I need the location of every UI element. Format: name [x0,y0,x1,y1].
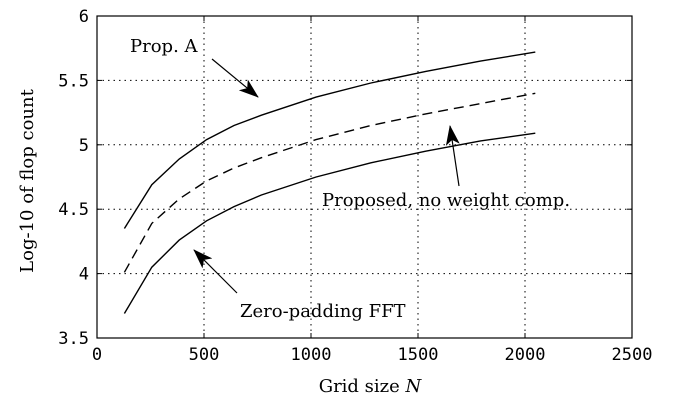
x-axis-variable: N [405,376,423,397]
x-tick-label-2: 1000 [291,345,332,365]
tick-marks [96,15,633,339]
grid-lines [97,16,632,338]
annotation-arrow-prop-a [211,58,259,98]
y-axis-label: Log-10 of flop count [17,88,38,272]
y-tick-label-1: 4 [79,265,89,285]
y-tick-label-3: 5 [79,136,89,156]
x-axis-label: Grid size N [319,376,423,397]
y-tick-labels: 3.5 4 4.5 5 5.5 6 [58,7,89,349]
plot-frame [96,15,633,339]
annotation-zero-padding-fft: Zero-padding FFT [240,301,406,322]
y-tick-label-5: 6 [79,7,89,27]
series-line-0 [123,51,536,229]
x-tick-label-5: 2500 [612,345,653,365]
x-tick-label-0: 0 [92,345,102,365]
y-tick-label-0: 3.5 [58,329,89,349]
annotation-prop-a: Prop. A [130,36,199,57]
x-tick-labels: 0 500 1000 1500 2000 2500 [92,345,653,365]
annotation-arrow-proposed-no-weight [445,125,460,187]
y-tick-label-2: 4.5 [58,200,89,220]
x-tick-label-1: 500 [189,345,220,365]
annotation-arrow-zero-padding-fft [193,249,238,294]
x-tick-label-4: 2000 [505,345,546,365]
x-tick-label-3: 1500 [398,345,439,365]
y-tick-label-4: 5.5 [58,71,89,91]
series-line-2 [123,132,536,314]
series-group [123,51,536,314]
series-line-1 [123,92,536,273]
annotation-proposed-no-weight: Proposed, no weight comp. [322,190,570,211]
